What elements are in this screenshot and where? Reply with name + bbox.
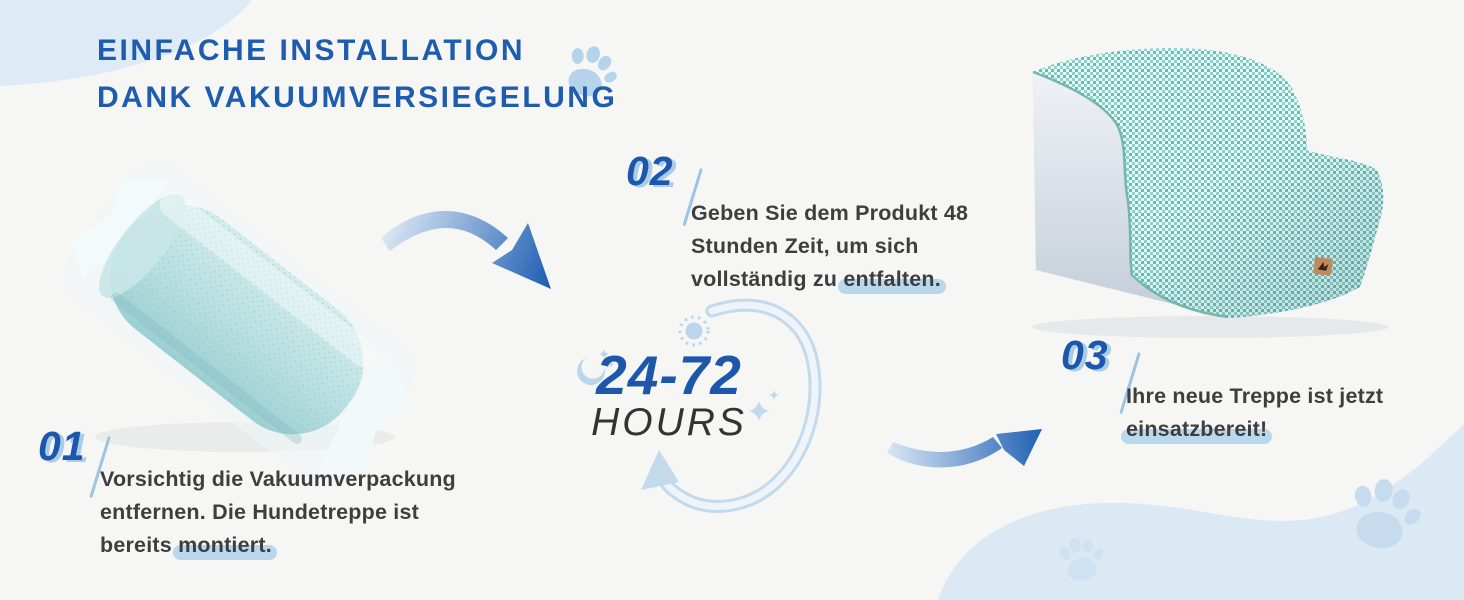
moon-icon xyxy=(577,357,606,385)
step-text-03: Ihre neue Treppe ist jetzt einsatzbereit… xyxy=(1126,380,1396,446)
step-number-02: 02 xyxy=(626,148,674,194)
step-number-01: 01 xyxy=(38,423,86,469)
background-blob-top-left xyxy=(0,0,252,86)
title-line-2: DANK VAKUUMVERSIEGELUNG xyxy=(97,81,618,114)
step-text-01-highlight: montiert. xyxy=(178,533,272,557)
brand-tag xyxy=(1313,257,1333,276)
curved-arrow-icon xyxy=(887,429,1042,468)
curved-arrow-icon xyxy=(381,210,551,289)
step-text-02-highlight: entfalten. xyxy=(843,267,941,291)
step-text-03-body: Ihre neue Treppe ist jetzt xyxy=(1126,384,1384,408)
step-text-01-body: Vorsichtig die Vakuumverpackung entferne… xyxy=(100,467,456,557)
swirl-arrow-icon xyxy=(641,298,822,513)
step-text-02-body: Geben Sie dem Produkt 48 Stunden Zeit, u… xyxy=(691,201,969,291)
title-line-1: EINFACHE INSTALLATION xyxy=(97,34,526,67)
step-text-03-highlight: einsatzbereit! xyxy=(1126,417,1268,441)
sun-icon xyxy=(678,315,710,347)
step-number-03: 03 xyxy=(1061,332,1109,378)
dog-stairs-image xyxy=(1032,47,1388,338)
page-title: EINFACHE INSTALLATION DANK VAKUUMVERSIEG… xyxy=(97,27,617,121)
step-text-02: Geben Sie dem Produkt 48 Stunden Zeit, u… xyxy=(691,197,983,296)
duration-badge: 24-72 HOURS xyxy=(563,344,775,444)
duration-unit: HOURS xyxy=(591,401,747,444)
duration-range: 24-72 xyxy=(596,344,742,406)
step-text-01: Vorsichtig die Vakuumverpackung entferne… xyxy=(100,463,495,562)
vacuum-packed-product-image xyxy=(63,162,416,483)
